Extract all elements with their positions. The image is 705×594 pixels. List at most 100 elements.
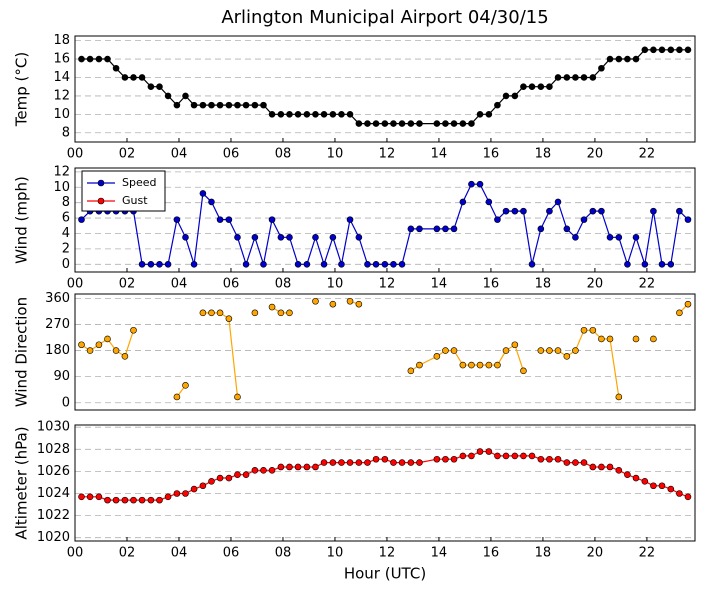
data-point [121, 496, 129, 504]
data-point [138, 74, 146, 81]
data-point [615, 234, 623, 241]
x-tick-label: 12 [379, 546, 396, 561]
data-point [147, 83, 155, 90]
data-point [381, 120, 389, 127]
x-tick-label: 00 [67, 147, 84, 162]
x-tick-label: 20 [587, 277, 604, 292]
data-point [268, 216, 276, 223]
chart-title: Arlington Municipal Airport 04/30/15 [221, 7, 548, 28]
data-point [450, 347, 458, 354]
data-point [598, 335, 605, 343]
data-point [580, 216, 588, 223]
x-tick-label: 18 [535, 147, 552, 162]
data-point [78, 341, 85, 349]
data-point [433, 225, 441, 233]
data-point [112, 496, 120, 504]
data-point [121, 353, 129, 360]
y-tick-label: 16 [53, 52, 70, 67]
x-tick-label: 20 [587, 147, 604, 162]
data-point [312, 297, 319, 305]
data-point [303, 463, 311, 471]
data-point [684, 216, 692, 223]
data-point [346, 216, 354, 223]
data-point [346, 459, 354, 466]
x-tick-label: 02 [119, 546, 136, 561]
data-point [502, 452, 510, 460]
data-point [234, 471, 241, 479]
data-point [459, 198, 467, 206]
data-point [407, 120, 415, 127]
data-point [572, 347, 579, 354]
y-tick-label: 360 [45, 291, 70, 306]
data-point [520, 207, 527, 215]
y-tick-label: 1028 [37, 442, 70, 457]
data-point [121, 74, 129, 81]
data-point [277, 234, 285, 241]
data-point [476, 448, 484, 455]
legend-label: Speed [122, 176, 156, 189]
data-point [684, 493, 692, 501]
data-point [199, 309, 207, 317]
data-point [433, 353, 441, 360]
data-point [615, 466, 623, 474]
data-point [130, 496, 137, 504]
data-point [286, 463, 293, 471]
data-point [156, 260, 163, 268]
data-point [329, 234, 337, 241]
data-point [156, 496, 163, 504]
data-point [86, 493, 94, 501]
data-point [442, 455, 449, 463]
data-point [589, 463, 597, 471]
data-point [199, 190, 207, 197]
data-point [398, 459, 406, 466]
data-point [260, 466, 267, 474]
data-point [476, 361, 484, 369]
data-point [277, 309, 285, 317]
data-point [407, 459, 415, 466]
data-point [294, 463, 302, 471]
data-point [494, 361, 501, 369]
data-point [468, 120, 475, 127]
data-point [537, 83, 545, 90]
data-point [208, 101, 215, 109]
data-point [138, 260, 146, 268]
data-point [589, 326, 597, 334]
data-point [641, 260, 649, 268]
x-tick-label: 12 [379, 147, 396, 162]
data-point [528, 260, 536, 268]
data-point [355, 120, 363, 127]
x-tick-label: 14 [431, 546, 448, 561]
y-tick-label: 12 [53, 164, 70, 179]
y-tick-label: 1026 [37, 464, 70, 479]
data-point [390, 260, 397, 268]
data-point [537, 225, 545, 233]
data-point [320, 260, 328, 268]
y-tick-label: 4 [62, 226, 70, 241]
data-point [294, 260, 302, 268]
data-point [173, 490, 181, 497]
data-point [225, 101, 233, 109]
data-point [173, 216, 181, 223]
data-point [286, 309, 293, 317]
data-point [546, 347, 553, 354]
data-point [164, 92, 172, 100]
data-point [372, 260, 380, 268]
x-tick-label: 16 [483, 147, 500, 162]
x-tick-label: 22 [639, 546, 656, 561]
data-point [329, 459, 337, 466]
data-point [624, 55, 631, 63]
x-tick-label: 20 [587, 546, 604, 561]
legend-marker [97, 179, 105, 187]
data-point [164, 260, 172, 268]
data-point [199, 482, 207, 490]
data-point [147, 496, 155, 504]
data-point [78, 216, 85, 223]
data-point [182, 92, 189, 100]
data-point [528, 452, 536, 460]
y-tick-label: 1024 [37, 486, 70, 501]
x-tick-label: 18 [535, 546, 552, 561]
data-point [208, 478, 215, 485]
x-tick-label: 00 [67, 546, 84, 561]
data-point [190, 101, 198, 109]
